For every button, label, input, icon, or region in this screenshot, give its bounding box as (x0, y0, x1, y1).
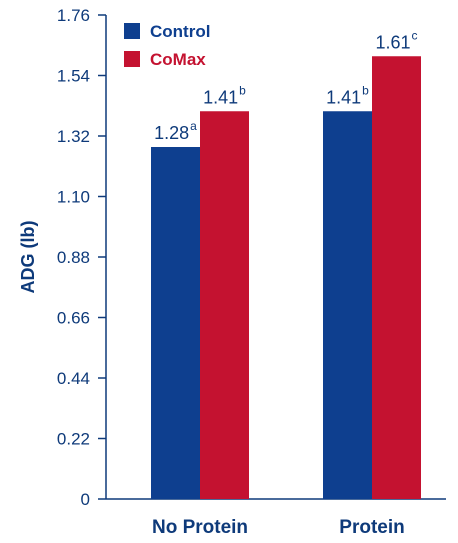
bar-value-label: 1.61c (375, 28, 417, 52)
y-axis-title: ADG (lb) (18, 221, 38, 294)
y-tick-label: 1.10 (57, 188, 90, 207)
bar-significance-letter: b (362, 83, 369, 97)
chart-bars (151, 56, 421, 499)
bar-value: 1.41 (326, 87, 361, 107)
chart-legend: Control CoMax (124, 22, 210, 69)
y-tick-label: 0.22 (57, 430, 90, 449)
bar-control-no-protein (151, 147, 200, 499)
legend-swatch-control (124, 23, 140, 39)
bar-value-label: 1.28a (154, 119, 197, 143)
legend-swatch-comax (124, 51, 140, 67)
y-tick-label: 0 (81, 490, 90, 509)
bar-comax-no-protein (200, 111, 249, 499)
y-tick-label: 1.54 (57, 67, 90, 86)
y-tick-label: 1.76 (57, 6, 90, 25)
bar-significance-letter: a (190, 119, 197, 133)
bar-value: 1.41 (203, 87, 238, 107)
y-tick-label: 1.32 (57, 127, 90, 146)
bar-significance-letter: c (412, 28, 418, 42)
bar-significance-letter: b (239, 83, 246, 97)
legend-label-comax: CoMax (150, 50, 206, 69)
bar-comax-protein (372, 56, 421, 499)
y-tick-label: 0.66 (57, 309, 90, 328)
legend-label-control: Control (150, 22, 210, 41)
x-category-label: No Protein (152, 517, 248, 538)
bar-value: 1.61 (375, 32, 410, 52)
chart-axes: 0 0.22 0.44 0.66 0.88 1.10 1.32 1.54 1.76 No Prot… (57, 6, 446, 538)
y-tick-label: 0.44 (57, 369, 90, 388)
bar-value: 1.28 (154, 123, 189, 143)
bar-value-label: 1.41b (326, 83, 369, 107)
bar-value-label: 1.41b (203, 83, 246, 107)
bar-control-protein (323, 111, 372, 499)
x-category-label: Protein (339, 517, 404, 538)
y-tick-label: 0.88 (57, 248, 90, 267)
